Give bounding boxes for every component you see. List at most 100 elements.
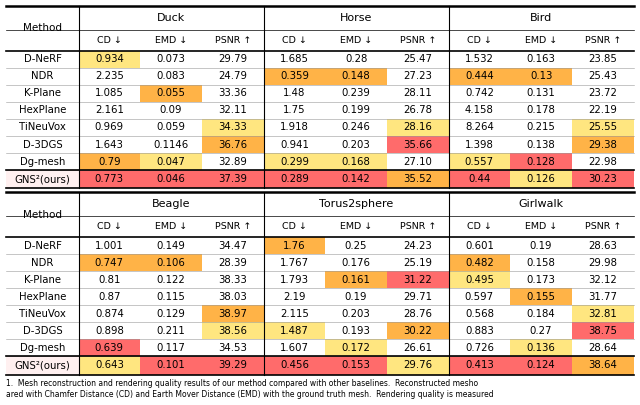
Text: 0.27: 0.27 [530, 326, 552, 336]
Text: 0.122: 0.122 [157, 275, 186, 285]
Text: 35.66: 35.66 [403, 139, 432, 149]
Text: 29.76: 29.76 [403, 360, 432, 371]
Bar [387, 305, 449, 322]
Text: 0.153: 0.153 [342, 360, 371, 371]
Text: 0.557: 0.557 [465, 156, 494, 166]
Bar [79, 271, 140, 288]
Text: 38.03: 38.03 [218, 292, 247, 302]
Text: EMD ↓: EMD ↓ [155, 222, 187, 231]
Bar [325, 288, 387, 305]
Bar [387, 322, 449, 339]
Text: 0.639: 0.639 [95, 343, 124, 353]
Text: 0.898: 0.898 [95, 326, 124, 336]
Text: 0.482: 0.482 [465, 258, 494, 268]
Text: 0.413: 0.413 [465, 360, 494, 371]
Text: 26.78: 26.78 [403, 105, 432, 115]
Bar [572, 68, 634, 85]
Bar [510, 153, 572, 170]
Text: 0.742: 0.742 [465, 88, 494, 98]
Text: 1.48: 1.48 [284, 88, 305, 98]
Bar [325, 119, 387, 136]
Text: 34.47: 34.47 [218, 241, 247, 251]
Text: PSNR ↑: PSNR ↑ [584, 36, 621, 45]
Text: CD ↓: CD ↓ [467, 222, 492, 231]
Bar [387, 153, 449, 170]
Text: 0.597: 0.597 [465, 292, 494, 302]
Text: ared with Chamfer Distance (CD) and Earth Mover Distance (EMD) with the ground t: ared with Chamfer Distance (CD) and Eart… [6, 390, 494, 399]
Bar [264, 356, 325, 375]
Text: 0.883: 0.883 [465, 326, 494, 336]
Text: 0.059: 0.059 [157, 122, 186, 132]
Text: 0.117: 0.117 [157, 343, 186, 353]
Text: EMD ↓: EMD ↓ [525, 36, 557, 45]
Text: 0.495: 0.495 [465, 275, 494, 285]
Text: 0.126: 0.126 [527, 174, 556, 184]
Bar [79, 68, 140, 85]
Text: Torus2sphere: Torus2sphere [319, 199, 393, 209]
Text: 29.98: 29.98 [588, 258, 617, 268]
Bar [387, 85, 449, 102]
Bar [449, 356, 510, 375]
Bar [140, 271, 202, 288]
Text: 0.934: 0.934 [95, 54, 124, 64]
Text: 0.149: 0.149 [157, 241, 186, 251]
Bar [202, 288, 264, 305]
Text: 22.98: 22.98 [588, 156, 617, 166]
Text: 29.71: 29.71 [403, 292, 432, 302]
Text: 1.085: 1.085 [95, 88, 124, 98]
Text: 32.12: 32.12 [588, 275, 617, 285]
Text: 0.19: 0.19 [530, 241, 552, 251]
Bar [202, 305, 264, 322]
Bar [202, 170, 264, 188]
Bar [79, 170, 140, 188]
Bar [140, 153, 202, 170]
Bar [510, 85, 572, 102]
Text: HexPlane: HexPlane [19, 292, 66, 302]
Bar [264, 136, 325, 153]
Text: Girlwalk: Girlwalk [518, 199, 564, 209]
Text: 1.607: 1.607 [280, 343, 309, 353]
Text: 0.87: 0.87 [98, 292, 120, 302]
Text: Method: Method [23, 210, 62, 220]
Text: 0.047: 0.047 [157, 156, 186, 166]
Bar [140, 170, 202, 188]
Bar [79, 237, 140, 254]
Bar [572, 85, 634, 102]
Bar [387, 339, 449, 356]
Text: 27.10: 27.10 [403, 156, 432, 166]
Bar [387, 51, 449, 68]
Bar [140, 136, 202, 153]
Bar [449, 254, 510, 271]
Text: 0.101: 0.101 [157, 360, 186, 371]
Text: NDR: NDR [31, 258, 54, 268]
Bar [202, 339, 264, 356]
Text: 31.22: 31.22 [403, 275, 432, 285]
Text: 0.969: 0.969 [95, 122, 124, 132]
Text: 2.115: 2.115 [280, 309, 309, 319]
Text: 23.85: 23.85 [588, 54, 617, 64]
Text: D-NeRF: D-NeRF [24, 241, 61, 251]
Bar [572, 119, 634, 136]
Bar [79, 85, 140, 102]
Bar [264, 271, 325, 288]
Bar [387, 68, 449, 85]
Text: 0.289: 0.289 [280, 174, 309, 184]
Text: 0.874: 0.874 [95, 309, 124, 319]
Bar [202, 136, 264, 153]
Bar [449, 339, 510, 356]
Bar [325, 153, 387, 170]
Bar [140, 102, 202, 119]
Bar [325, 322, 387, 339]
Text: Bird: Bird [530, 13, 552, 23]
Bar [572, 288, 634, 305]
Text: 8.264: 8.264 [465, 122, 494, 132]
Bar [79, 288, 140, 305]
Bar [264, 85, 325, 102]
Bar [449, 68, 510, 85]
Text: 0.215: 0.215 [527, 122, 556, 132]
Text: NDR: NDR [31, 71, 54, 81]
Text: GNS²(ours): GNS²(ours) [15, 174, 70, 184]
Bar [202, 153, 264, 170]
Bar [140, 68, 202, 85]
Text: 28.64: 28.64 [588, 343, 617, 353]
